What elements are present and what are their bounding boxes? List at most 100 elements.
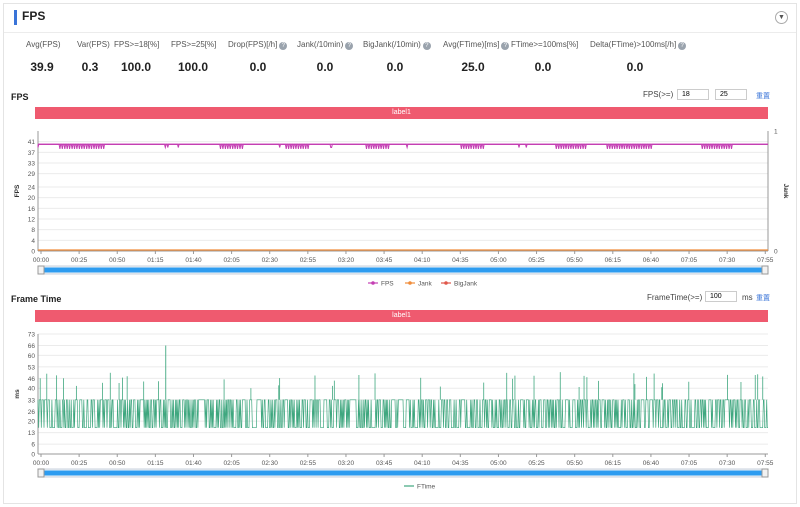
help-icon[interactable]: ?: [678, 42, 687, 50]
x-tick-label: 02:05: [223, 460, 240, 467]
help-icon[interactable]: ?: [501, 42, 510, 50]
y-tick-label: 6: [31, 442, 35, 449]
y-tick-label: 33: [28, 161, 36, 168]
stat-value: 0.0: [534, 60, 552, 74]
y-axis-label: FPS: [14, 184, 21, 197]
help-icon[interactable]: ?: [345, 42, 354, 50]
x-tick-label: 06:15: [605, 257, 622, 264]
x-tick-label: 03:20: [338, 460, 355, 467]
y-tick-label: 8: [31, 227, 35, 234]
stat-label: Avg(FTime)[ms]?: [443, 40, 510, 50]
x-tick-label: 06:40: [643, 257, 660, 264]
legend-label-ftime: FTime: [417, 484, 436, 491]
stat-value: 100.0: [120, 60, 152, 74]
x-tick-label: 04:10: [414, 460, 431, 467]
y-tick-label: 16: [28, 206, 36, 213]
y-axis-label: ms: [14, 389, 21, 399]
x-tick-label: 04:10: [414, 257, 431, 264]
x-tick-label: 00:00: [33, 257, 50, 264]
header-accent-bar: [14, 10, 17, 25]
x-tick-label: 00:00: [33, 460, 50, 467]
zoom-slider-fill: [44, 470, 762, 476]
panel-title: FPS: [22, 9, 46, 23]
x-tick-label: 01:40: [185, 257, 202, 264]
y-tick-label: 13: [28, 430, 36, 437]
fps-chart: 0 4 8 12 16 20 24 29 33 37 41 00:00 00:25 00:50 01:15 0…: [14, 129, 789, 288]
ftime-label-bar: label1: [35, 310, 768, 322]
y-tick-label: 26: [28, 409, 36, 416]
fps-label-bar: label1: [35, 107, 768, 119]
stat-label: FPS>=18[%]: [114, 40, 160, 49]
fps-section-title: FPS: [11, 92, 29, 102]
x-tick-label: 07:55: [757, 257, 774, 264]
ftime-chart: 0 6 13 20 26 33 40 46 53 60 66 73 00:00 00:25 00:50 01:…: [14, 332, 774, 491]
x-tick-label: 04:35: [452, 460, 469, 467]
help-icon[interactable]: ?: [422, 42, 431, 50]
x-tick-label: 03:45: [376, 257, 393, 264]
y2-tick-label: 1: [774, 129, 778, 136]
fps-threshold-input-2[interactable]: [715, 89, 747, 100]
y-tick-label: 73: [28, 332, 36, 339]
stat-value: 0.0: [626, 60, 644, 74]
x-tick-label: 00:50: [109, 460, 126, 467]
y-tick-label: 37: [28, 150, 36, 157]
stat-value: 0.0: [316, 60, 334, 74]
x-tick-label: 06:15: [605, 460, 622, 467]
x-tick-label: 07:30: [719, 460, 736, 467]
stat-value: 100.0: [177, 60, 209, 74]
stat-label: Drop(FPS)[/h]?: [228, 40, 288, 50]
x-tick-label: 02:55: [300, 460, 317, 467]
x-tick-label: 07:55: [757, 460, 774, 467]
ftime-section-title: Frame Time: [11, 294, 62, 304]
y-tick-label: 40: [28, 386, 36, 393]
legend-label-bigjank: BigJank: [454, 281, 478, 288]
y-tick-label: 60: [28, 353, 36, 360]
x-tick-label: 07:05: [681, 257, 698, 264]
x-tick-label: 02:05: [223, 257, 240, 264]
ftime-unit-label: ms: [742, 293, 753, 302]
x-tick-label: 05:50: [567, 257, 584, 264]
x-tick-label: 00:50: [109, 257, 126, 264]
y2-tick-label: 0: [774, 249, 778, 256]
x-tick-label: 02:30: [262, 460, 279, 467]
zoom-handle-left[interactable]: [37, 468, 45, 478]
y-tick-label: 20: [28, 419, 36, 426]
x-tick-label: 06:40: [643, 460, 660, 467]
y2-axis-label: Jank: [782, 184, 789, 199]
zoom-handle-right[interactable]: [761, 265, 769, 275]
x-tick-label: 00:25: [71, 460, 88, 467]
x-tick-label: 00:25: [71, 257, 88, 264]
fps-reset-link[interactable]: 重置: [756, 93, 770, 100]
x-tick-label: 02:55: [300, 257, 317, 264]
y-tick-label: 29: [28, 171, 36, 178]
stat-value: 0.0: [386, 60, 404, 74]
stat-label: Delta(FTime)>100ms[/h]?: [590, 40, 687, 50]
chevron-down-icon[interactable]: ▼: [775, 11, 788, 24]
zoom-handle-right[interactable]: [761, 468, 769, 478]
y-tick-label: 66: [28, 343, 36, 350]
legend-dot-fps: [371, 281, 375, 285]
x-tick-label: 07:05: [681, 460, 698, 467]
x-tick-label: 05:25: [528, 460, 545, 467]
fps-filter-label: FPS(>=): [643, 90, 674, 99]
stat-label: BigJank(/10min)?: [363, 40, 431, 50]
stat-label: Jank(/10min)?: [297, 40, 354, 50]
x-tick-label: 04:35: [452, 257, 469, 264]
zoom-handle-left[interactable]: [37, 265, 45, 275]
zoom-slider-fill: [44, 267, 762, 273]
stat-value: 0.0: [249, 60, 267, 74]
ftime-reset-link[interactable]: 重置: [756, 295, 770, 302]
stat-label: Var(FPS): [77, 40, 110, 49]
x-tick-label: 01:15: [147, 257, 164, 264]
ftime-filter-label: FrameTime(>=): [647, 293, 703, 302]
x-tick-label: 03:20: [338, 257, 355, 264]
y-tick-label: 12: [28, 217, 36, 224]
help-icon[interactable]: ?: [279, 42, 288, 50]
x-tick-label: 05:00: [490, 460, 507, 467]
y-tick-label: 53: [28, 364, 36, 371]
y-tick-label: 41: [28, 139, 36, 146]
y-tick-label: 33: [28, 397, 36, 404]
fps-threshold-input-1[interactable]: [677, 89, 709, 100]
x-tick-label: 07:30: [719, 257, 736, 264]
ftime-threshold-input[interactable]: [705, 291, 737, 302]
